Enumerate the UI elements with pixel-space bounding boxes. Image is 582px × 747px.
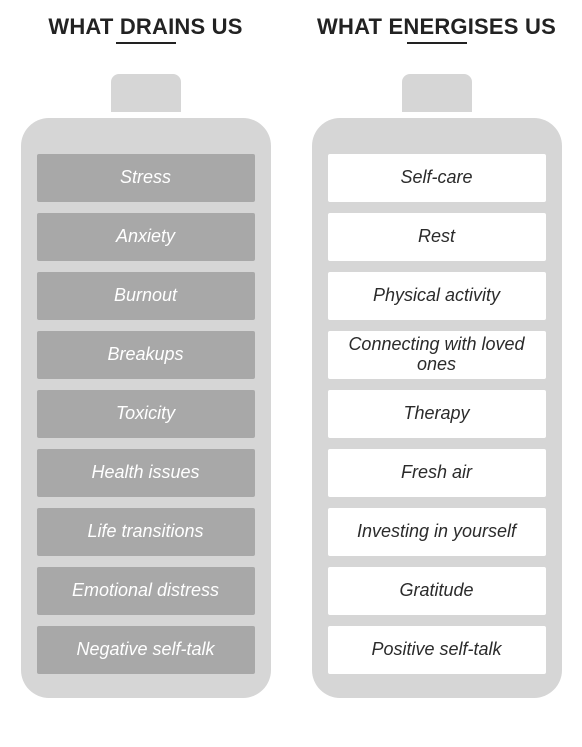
energise-cell: Rest — [328, 213, 546, 261]
energises-battery: Self-care Rest Physical activity Connect… — [311, 74, 562, 698]
cell-label: Positive self-talk — [371, 640, 501, 660]
cell-label: Toxicity — [116, 404, 175, 424]
drain-cell: Health issues — [37, 449, 255, 497]
cell-label: Stress — [120, 168, 171, 188]
drain-cell: Toxicity — [37, 390, 255, 438]
battery-body: Self-care Rest Physical activity Connect… — [312, 118, 562, 698]
energise-cell: Physical activity — [328, 272, 546, 320]
energise-cell: Gratitude — [328, 567, 546, 615]
title-underline — [407, 42, 467, 44]
cell-label: Emotional distress — [72, 581, 219, 601]
drain-cell: Breakups — [37, 331, 255, 379]
drain-cell: Stress — [37, 154, 255, 202]
battery-tip — [111, 74, 181, 112]
cell-label: Investing in yourself — [357, 522, 516, 542]
cell-label: Self-care — [400, 168, 472, 188]
cell-label: Rest — [418, 227, 455, 247]
cell-label: Burnout — [114, 286, 177, 306]
energises-column: WHAT ENERGISES US Self-care Rest Physica… — [311, 14, 562, 698]
cell-label: Fresh air — [401, 463, 472, 483]
drain-cell: Life transitions — [37, 508, 255, 556]
cell-label: Breakups — [107, 345, 183, 365]
drain-cell: Negative self-talk — [37, 626, 255, 674]
battery-tip — [402, 74, 472, 112]
drains-battery: Stress Anxiety Burnout Breakups Toxicity… — [20, 74, 271, 698]
energise-cell: Fresh air — [328, 449, 546, 497]
cell-label: Gratitude — [399, 581, 473, 601]
infographic-container: WHAT DRAINS US Stress Anxiety Burnout Br… — [0, 0, 582, 698]
drains-title: WHAT DRAINS US — [48, 14, 242, 46]
cell-label: Therapy — [403, 404, 469, 424]
drains-column: WHAT DRAINS US Stress Anxiety Burnout Br… — [20, 14, 271, 698]
energises-title-text: WHAT ENERGISES US — [317, 14, 556, 39]
cell-label: Connecting with loved ones — [336, 335, 538, 375]
drains-title-text: WHAT DRAINS US — [48, 14, 242, 39]
cell-label: Negative self-talk — [76, 640, 214, 660]
energise-cell: Positive self-talk — [328, 626, 546, 674]
drain-cell: Burnout — [37, 272, 255, 320]
battery-body: Stress Anxiety Burnout Breakups Toxicity… — [21, 118, 271, 698]
cell-label: Life transitions — [87, 522, 203, 542]
energises-title: WHAT ENERGISES US — [317, 14, 556, 46]
energise-cell: Self-care — [328, 154, 546, 202]
cell-label: Health issues — [91, 463, 199, 483]
cell-label: Anxiety — [116, 227, 175, 247]
title-underline — [116, 42, 176, 44]
energise-cell: Investing in yourself — [328, 508, 546, 556]
drain-cell: Anxiety — [37, 213, 255, 261]
energise-cell: Therapy — [328, 390, 546, 438]
drain-cell: Emotional distress — [37, 567, 255, 615]
cell-label: Physical activity — [373, 286, 500, 306]
energise-cell: Connecting with loved ones — [328, 331, 546, 379]
